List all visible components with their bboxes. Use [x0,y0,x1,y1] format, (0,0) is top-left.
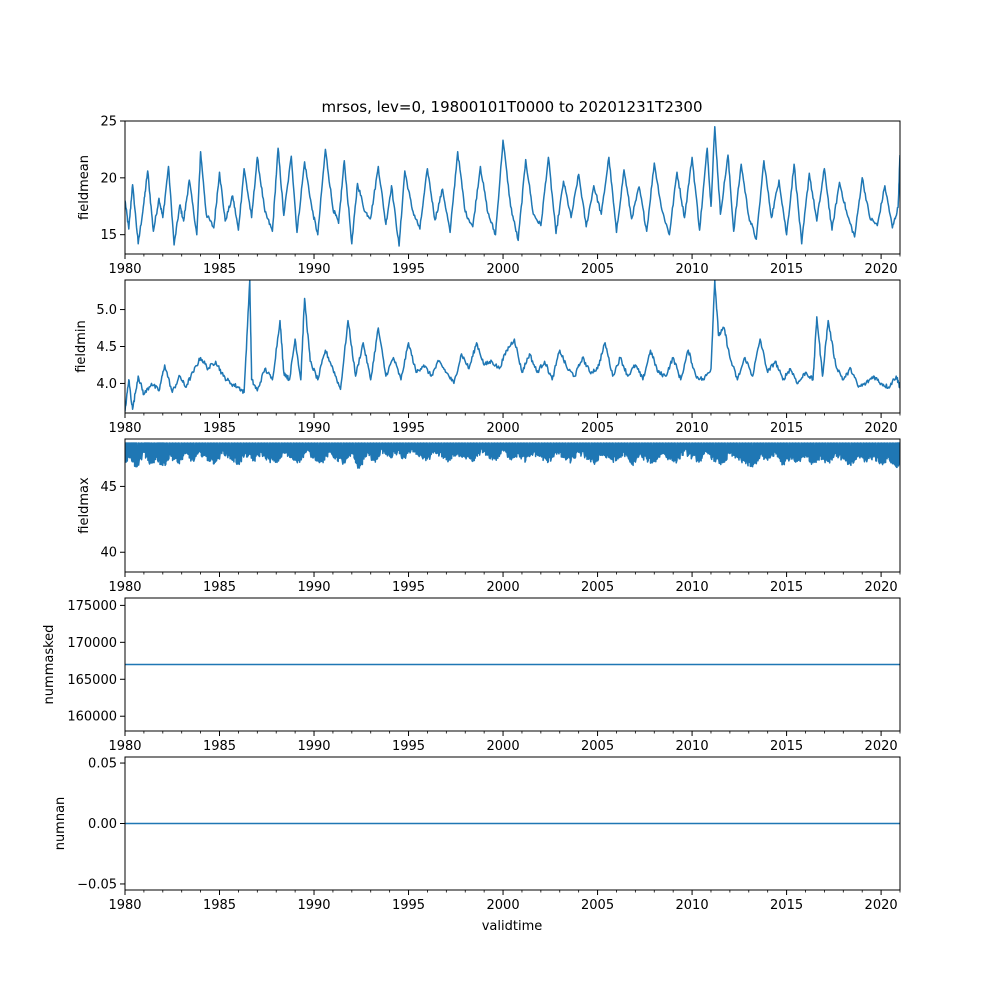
y-axis-label-fieldmean: fieldmean [77,155,92,220]
x-tick-label: 2000 [487,739,520,754]
x-tick-label: 2000 [487,580,520,595]
x-tick-label: 1980 [108,898,141,913]
x-tick-label: 2000 [487,421,520,436]
x-tick-label: 1990 [297,739,330,754]
x-tick-label: 2010 [676,262,709,277]
panels: 1980 1985 1990 1995 2000 2005 2010 2015 20201520… [42,115,901,913]
y-axis-label-numnan: numnan [53,797,68,851]
x-tick-label: 1995 [392,421,425,436]
y-tick-label: 0.05 [88,757,117,772]
x-tick-label: 2020 [865,262,898,277]
x-tick-label: 1985 [203,580,236,595]
y-tick-label: 25 [100,115,117,130]
x-tick-label: 2010 [676,739,709,754]
x-tick-label: 2020 [865,739,898,754]
series-line-fieldmax [125,442,900,469]
x-tick-label: 1980 [108,739,141,754]
x-tick-label: 2010 [676,421,709,436]
y-tick-label: 20 [100,171,117,186]
x-tick-label: 1990 [297,898,330,913]
x-tick-label: 2005 [581,421,614,436]
y-tick-label: 4.0 [96,377,117,392]
x-tick-label: 1990 [297,421,330,436]
series-line-fieldmin [125,280,900,412]
x-tick-label: 1985 [203,421,236,436]
x-tick-label: 2005 [581,262,614,277]
x-tick-label: 2020 [865,580,898,595]
panel-fieldmin: 1980 1985 1990 1995 2000 2005 2010 2015 2020 4.0 4… [74,279,901,436]
x-axis-label: validtime [482,919,543,934]
y-tick-label: 15 [100,228,117,243]
x-tick-label: 1980 [108,262,141,277]
y-tick-label: 40 [100,546,117,561]
x-tick-label: 2005 [581,580,614,595]
x-tick-label: 1990 [297,580,330,595]
y-tick-label: 5.0 [96,303,117,318]
y-tick-label: 0.00 [88,817,117,832]
x-tick-label: 1995 [392,580,425,595]
x-tick-label: 1990 [297,262,330,277]
x-tick-label: 1980 [108,580,141,595]
x-tick-label: 2005 [581,898,614,913]
panel-fieldmax: 1980 1985 1990 1995 2000 2005 2010 2015 2020 40 45… [77,438,901,595]
chart-title: mrsos, lev=0, 19800101T0000 to 20201231T… [321,98,702,116]
panel-nummasked: 1980 1985 1990 1995 2000 2005 2010 2015 2020 1600… [42,597,901,754]
x-tick-label: 1985 [203,262,236,277]
y-tick-label: −0.05 [77,877,117,892]
x-tick-label: 1995 [392,739,425,754]
x-tick-label: 2015 [770,580,803,595]
x-tick-label: 2015 [770,898,803,913]
x-tick-label: 2020 [865,421,898,436]
x-tick-label: 2010 [676,898,709,913]
x-tick-label: 1985 [203,898,236,913]
panel-numnan: 1980 1985 1990 1995 2000 2005 2010 2015 2020 −0.0… [53,756,901,913]
x-tick-label: 2015 [770,739,803,754]
x-tick-label: 1985 [203,739,236,754]
x-tick-label: 2015 [770,421,803,436]
series-line-fieldmean [125,125,900,247]
y-tick-label: 170000 [67,636,117,651]
x-tick-label: 2010 [676,580,709,595]
x-tick-label: 2000 [487,898,520,913]
x-tick-label: 1995 [392,262,425,277]
plot-frame [124,120,901,255]
y-tick-label: 160000 [67,710,117,725]
y-axis-label-nummasked: nummasked [42,625,57,705]
x-tick-label: 1980 [108,421,141,436]
x-tick-label: 2020 [865,898,898,913]
y-tick-label: 45 [100,480,117,495]
y-tick-label: 175000 [67,599,117,614]
x-tick-label: 2005 [581,739,614,754]
plot-frame [124,597,901,732]
y-axis-label-fieldmax: fieldmax [77,477,92,534]
y-axis-label-fieldmin: fieldmin [74,320,89,373]
y-tick-label: 4.5 [96,340,117,355]
panel-fieldmean: 1980 1985 1990 1995 2000 2005 2010 2015 2020 15 20… [77,115,901,277]
plot-frame [124,438,901,573]
x-tick-label: 2000 [487,262,520,277]
x-tick-label: 2015 [770,262,803,277]
y-tick-label: 165000 [67,673,117,688]
x-tick-label: 1995 [392,898,425,913]
